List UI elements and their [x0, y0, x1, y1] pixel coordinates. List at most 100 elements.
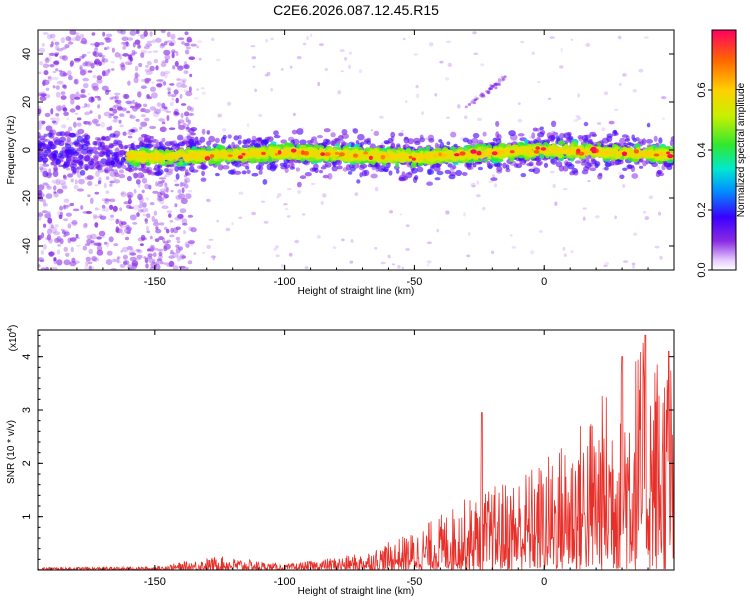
spectrogram-blob [559, 148, 564, 153]
spectrogram-blob [434, 163, 441, 168]
spectrogram-blob [142, 207, 146, 213]
spectrogram-blob [436, 228, 440, 233]
spectrogram-blob [101, 58, 109, 63]
spectrogram-blob [261, 151, 266, 156]
spectrogram-blob [84, 222, 88, 228]
spectrogram-blob [190, 154, 197, 158]
spectrogram-blob [97, 96, 101, 101]
spectrogram-blob [184, 169, 189, 177]
spectrogram-blob [175, 244, 180, 248]
spectrogram-blob [71, 219, 78, 226]
spectrogram-blob [318, 43, 324, 46]
spectrogram-blob [53, 191, 57, 194]
spectrogram-blob [172, 65, 176, 70]
spectrogram-blob [65, 154, 70, 159]
spectrogram-blob [50, 161, 55, 166]
spectrogram-blob [59, 205, 64, 211]
spectrogram-blob [61, 55, 68, 61]
spectrogram-blob [111, 96, 117, 100]
spectrogram-blob [349, 167, 356, 172]
spectrogram-blob [503, 75, 507, 79]
spectrogram-blob [144, 218, 148, 225]
spectrogram-blob [101, 135, 106, 141]
spectrogram-blob [158, 177, 167, 180]
spectrogram-blob [656, 165, 661, 170]
spectrogram-blob [72, 159, 80, 164]
spectrogram-blob [53, 60, 60, 66]
spectrogram-blob [354, 192, 359, 197]
spectrogram-blob [140, 209, 144, 213]
spectrogram-blob [114, 158, 120, 163]
spectrogram-blob [180, 84, 187, 88]
spectrogram-blob [119, 263, 126, 268]
spectrogram-blob [190, 227, 197, 233]
spectrogram-blob [299, 175, 307, 180]
spectrogram-blob [246, 169, 251, 174]
spectrogram-blob [411, 157, 416, 161]
spectrogram-blob [583, 138, 589, 143]
spectrogram-blob [124, 144, 129, 149]
spectrogram-blob [51, 120, 57, 124]
spectrogram-blob [533, 149, 540, 154]
spectrogram-blob [210, 255, 216, 259]
spectrogram-blob [336, 165, 343, 170]
spectrogram-blob [91, 96, 94, 102]
spectrogram-blob [473, 52, 479, 55]
spectrogram-blob [156, 260, 160, 265]
spectrogram-blob [560, 47, 563, 53]
spectrogram-blob [57, 188, 64, 194]
spectrogram-blob [439, 141, 445, 149]
spectrogram-blob [132, 99, 135, 105]
spectrogram-blob [143, 109, 151, 114]
spectrogram-blob [350, 239, 354, 243]
spectrogram-blob [424, 137, 429, 141]
spectrogram-blob [255, 137, 262, 142]
spectrogram-blob [123, 261, 128, 265]
spectrogram-blob [578, 151, 585, 156]
spectrogram-blob [40, 249, 44, 255]
spectrogram-blob [42, 63, 49, 69]
spectrogram-blob [617, 35, 622, 40]
spectrogram-blob [185, 193, 192, 199]
spectrogram-blob [251, 211, 256, 216]
spectrogram-blob [296, 56, 302, 60]
spectrogram-blob [374, 246, 378, 250]
spectrogram-blob [577, 135, 584, 140]
spectrogram-blob [139, 126, 143, 130]
spectrogram-blob [317, 235, 321, 239]
spectrogram-blob [121, 36, 129, 42]
spectrogram-blob [100, 158, 107, 164]
spectrogram-blob [137, 154, 143, 160]
spectrogram-blob [189, 165, 195, 173]
colorbar-tick-label: 0.4 [696, 142, 708, 157]
spectrogram-blob [76, 135, 84, 143]
spectrogram-blob [537, 132, 545, 138]
spectrogram-blob [144, 257, 149, 264]
spectrogram-blob [516, 147, 524, 153]
spectrogram-blob [77, 188, 84, 192]
spectrogram-blob [319, 169, 323, 174]
spectrogram-blob [164, 54, 171, 60]
spectrogram-blob [45, 193, 53, 199]
spectrogram-blob [552, 183, 556, 189]
spectrogram-blob [56, 249, 61, 255]
spectrogram-blob [135, 30, 140, 34]
spectrogram-blob [118, 119, 122, 124]
spectrogram-blob [158, 255, 163, 259]
spectrogram-blob [96, 75, 103, 81]
spectrogram-blob [101, 70, 106, 77]
spectrogram-blob [470, 182, 476, 187]
spectrogram-blob [155, 228, 162, 234]
spectrogram-blob [225, 227, 231, 232]
spectrogram-blob [543, 162, 549, 168]
spectrogram-blob [623, 142, 629, 147]
spectrogram-blob [335, 143, 341, 147]
spectrogram-blob [266, 71, 271, 76]
spectrogram-blob [613, 129, 618, 134]
spectrogram-blob [60, 37, 65, 44]
spectrogram-blob [457, 104, 461, 109]
spectrogram-blob [208, 238, 214, 241]
spectrogram-blob [370, 129, 374, 132]
spectrogram-blob [299, 139, 307, 145]
